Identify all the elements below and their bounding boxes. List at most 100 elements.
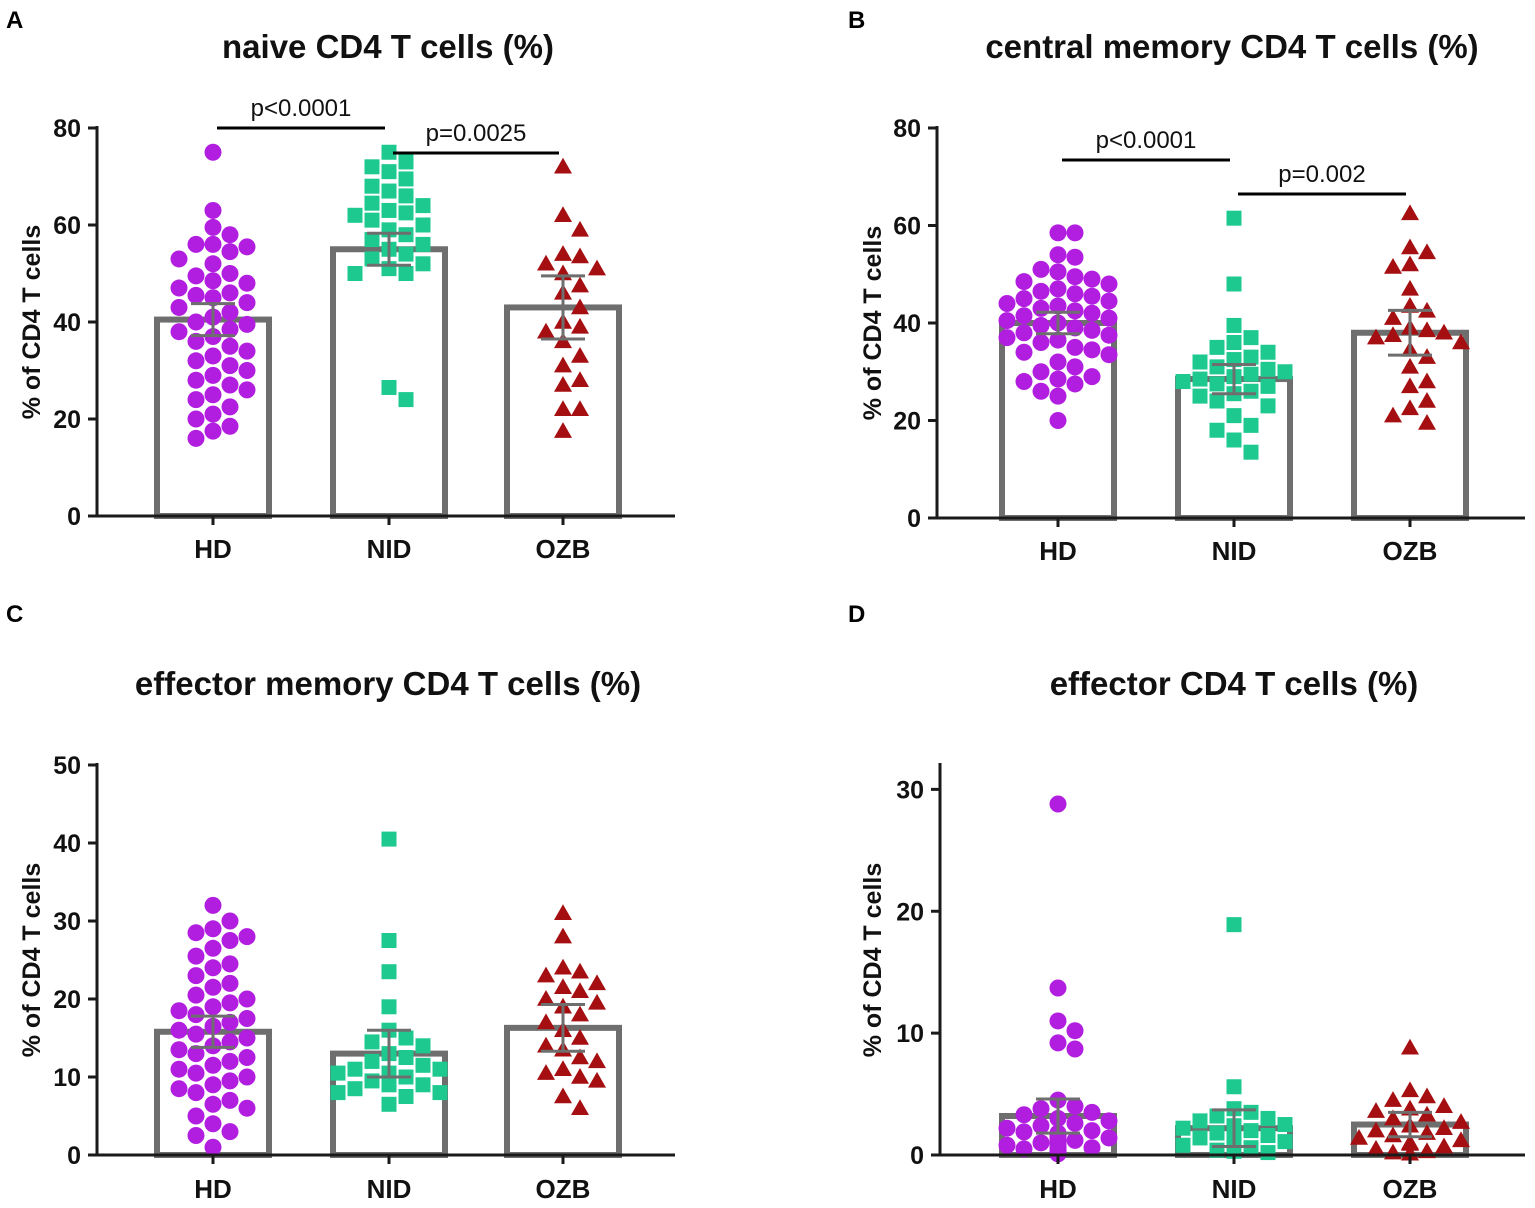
data-point-hd — [221, 1123, 239, 1141]
x-tick-label-nid: NID — [367, 534, 412, 564]
error-bar-nid — [367, 1028, 411, 1079]
data-point-hd — [1066, 319, 1084, 337]
data-point-nid — [1243, 330, 1259, 346]
data-point-hd — [238, 1029, 256, 1047]
data-point-nid — [432, 1085, 448, 1101]
data-point-hd — [187, 267, 205, 285]
data-point-hd — [204, 1076, 222, 1094]
data-point-nid — [1226, 317, 1242, 333]
data-point-nid — [1260, 1110, 1276, 1126]
data-point-hd — [1032, 282, 1050, 300]
data-point-hd — [238, 1099, 256, 1117]
data-point-ozb — [1418, 392, 1436, 408]
significance-bracket: p=0.002 — [1238, 161, 1406, 196]
data-point-nid — [398, 1089, 414, 1104]
y-tick-label: 40 — [53, 830, 81, 858]
data-point-nid — [1243, 417, 1259, 433]
data-point-hd — [204, 405, 222, 423]
data-point-hd — [221, 284, 239, 302]
y-tick-label: 0 — [910, 1142, 924, 1170]
data-point-nid — [1226, 917, 1242, 933]
data-point-hd — [998, 295, 1016, 312]
y-tick-label: 20 — [53, 986, 81, 1014]
data-point-ozb — [1401, 399, 1419, 416]
data-point-nid — [364, 195, 380, 211]
data-point-ozb — [571, 1099, 589, 1115]
y-tick-label: 30 — [896, 776, 924, 804]
data-point-hd — [187, 986, 205, 1004]
data-point-nid — [415, 256, 431, 272]
data-point-ozb — [1384, 406, 1402, 423]
data-point-ozb — [1384, 1126, 1402, 1143]
x-tick-label-hd: HD — [194, 1174, 232, 1204]
data-point-ozb — [1401, 238, 1419, 255]
data-point-nid — [1226, 1079, 1242, 1095]
data-point-hd — [1049, 280, 1067, 298]
data-point-hd — [204, 422, 222, 440]
data-point-nid — [1243, 366, 1259, 382]
data-point-ozb — [1452, 333, 1470, 350]
data-point-ozb — [1435, 323, 1453, 340]
data-point-nid — [415, 1077, 431, 1093]
data-point-hd — [187, 1064, 205, 1082]
data-point-hd — [1066, 1022, 1084, 1040]
data-point-nid — [1243, 383, 1259, 399]
data-point-hd — [1083, 1103, 1101, 1121]
data-point-hd — [204, 347, 222, 365]
data-point-hd — [1100, 309, 1118, 327]
data-point-nid — [381, 933, 397, 948]
x-tick-label-nid: NID — [367, 1174, 412, 1204]
data-point-hd — [1015, 1140, 1033, 1158]
data-point-nid — [381, 183, 397, 199]
data-point-nid — [1226, 408, 1242, 424]
error-bar-nid — [1212, 1108, 1256, 1148]
x-tick-label-hd: HD — [194, 534, 232, 564]
data-point-nid — [330, 1085, 346, 1101]
data-point-ozb — [1401, 1038, 1419, 1055]
data-point-hd — [1015, 307, 1033, 325]
data-point-ozb — [571, 276, 589, 293]
data-point-hd — [238, 238, 256, 256]
y-tick-label: 40 — [53, 309, 81, 337]
data-point-hd — [1015, 343, 1033, 361]
chart-title: effector memory CD4 T cells (%) — [135, 665, 641, 702]
data-point-hd — [221, 417, 239, 435]
data-point-hd — [238, 928, 256, 946]
y-tick-label: 60 — [893, 213, 921, 241]
data-point-nid — [1209, 359, 1225, 375]
data-point-ozb — [1367, 1139, 1385, 1156]
data-point-nid — [398, 1030, 414, 1046]
data-point-hd — [1066, 1114, 1084, 1132]
data-point-nid — [1260, 378, 1276, 394]
data-point-hd — [1083, 341, 1101, 359]
data-point-hd — [1015, 373, 1033, 390]
data-point-hd — [187, 1025, 205, 1043]
data-point-hd — [1049, 1034, 1067, 1052]
data-point-hd — [187, 313, 205, 331]
data-point-hd — [221, 1091, 239, 1109]
data-point-hd — [1049, 1012, 1067, 1030]
data-point-nid — [398, 392, 414, 408]
significance-bracket: p<0.0001 — [217, 95, 385, 130]
y-axis-label: % of CD4 T cells — [18, 225, 46, 420]
data-point-ozb — [1384, 1091, 1402, 1107]
data-point-ozb — [1384, 1143, 1402, 1160]
data-point-nid — [347, 1061, 363, 1077]
error-bar-hd — [191, 1014, 235, 1049]
data-point-ozb — [1401, 377, 1419, 394]
data-point-hd — [1049, 979, 1067, 997]
data-point-hd — [187, 1084, 205, 1102]
data-point-hd — [170, 279, 188, 297]
data-point-hd — [221, 265, 239, 282]
data-point-hd — [1049, 412, 1067, 429]
data-point-nid — [381, 831, 397, 847]
data-point-hd — [221, 955, 239, 973]
data-point-hd — [1049, 263, 1067, 281]
data-point-hd — [1100, 1112, 1118, 1130]
x-tick-label-nid: NID — [1212, 1174, 1257, 1204]
data-point-nid — [398, 171, 414, 187]
data-point-ozb — [554, 206, 572, 223]
data-point-nid — [1260, 361, 1276, 377]
data-point-nid — [398, 1050, 414, 1065]
